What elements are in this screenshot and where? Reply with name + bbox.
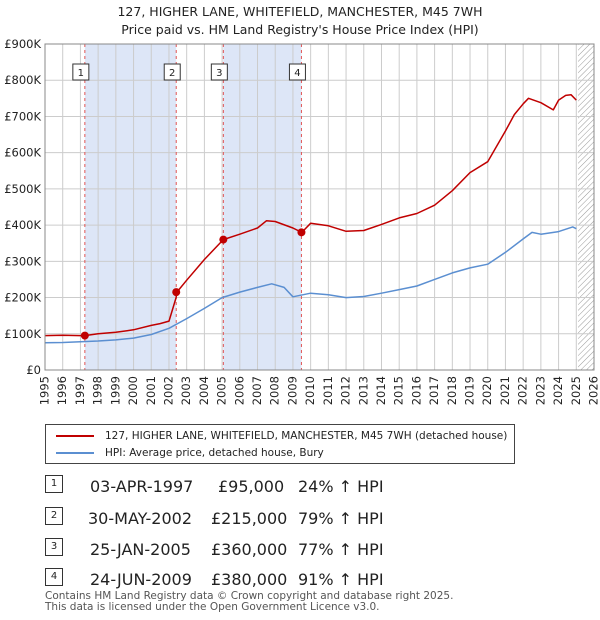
x-tick-label: 2025 — [569, 376, 583, 405]
chart-title: 127, HIGHER LANE, WHITEFIELD, MANCHESTER… — [117, 4, 483, 19]
x-tick-label: 2020 — [480, 376, 494, 405]
table-row: 3 25-JAN-2005 £360,000 77% ↑ HPI — [45, 538, 445, 559]
x-tick-label: 2017 — [427, 376, 441, 405]
sale-point — [297, 228, 306, 237]
x-tick-label: 2001 — [144, 376, 158, 405]
x-tick-label: 1995 — [38, 376, 52, 405]
x-tick-label: 2013 — [356, 376, 370, 405]
legend-label-property: 127, HIGHER LANE, WHITEFIELD, MANCHESTER… — [105, 430, 508, 442]
x-tick-label: 2000 — [126, 376, 140, 405]
shaded-period — [223, 44, 302, 370]
footer-copyright: Contains HM Land Registry data © Crown c… — [45, 590, 454, 602]
y-tick-label: £700K — [4, 109, 41, 123]
sale-date: 30-MAY-2002 — [88, 509, 193, 528]
x-tick-label: 2008 — [268, 376, 282, 405]
y-tick-label: £0 — [26, 363, 41, 377]
legend-item-hpi: HPI: Average price, detached house, Bury — [56, 445, 324, 461]
x-tick-label: 2009 — [285, 376, 299, 405]
legend-swatch-property — [56, 435, 94, 437]
y-tick-label: £600K — [4, 146, 41, 160]
x-tick-label: 1996 — [55, 376, 69, 405]
chart-subtitle: Price paid vs. HM Land Registry's House … — [121, 22, 479, 37]
x-tick-label: 2016 — [409, 376, 423, 405]
x-tick-label: 1998 — [91, 376, 105, 405]
legend: 127, HIGHER LANE, WHITEFIELD, MANCHESTER… — [45, 424, 515, 464]
series-line-property — [44, 93, 577, 337]
sale-price: £215,000 — [211, 509, 288, 528]
sale-label-box — [72, 63, 90, 81]
table-row: 2 30-MAY-2002 £215,000 79% ↑ HPI — [45, 507, 445, 528]
y-tick-label: £900K — [4, 37, 41, 51]
x-tick-label: 2006 — [232, 376, 246, 405]
x-tick-label: 2021 — [498, 376, 512, 405]
x-tick-label: 2007 — [250, 376, 264, 405]
sale-number-badge: 4 — [45, 568, 63, 586]
y-tick-label: £300K — [4, 254, 41, 268]
legend-label-hpi: HPI: Average price, detached house, Bury — [105, 447, 324, 459]
sale-price: £380,000 — [211, 570, 288, 589]
price-chart: £0 £100K £200K £300K £400K £500K £600K £700K £80… — [4, 37, 600, 405]
x-tick-label: 2015 — [392, 376, 406, 405]
sale-hpi-delta: 77% ↑ HPI — [298, 540, 384, 559]
x-tick-label: 2022 — [516, 376, 530, 405]
sale-label-box — [163, 63, 181, 81]
x-tick-label: 2010 — [303, 376, 317, 405]
series-line-hpi — [44, 226, 577, 344]
shaded-period — [84, 44, 177, 370]
sale-number-badge: 1 — [45, 475, 63, 493]
x-tick-label: 2005 — [215, 376, 229, 405]
y-tick-label: £400K — [4, 218, 41, 232]
y-tick-label: £200K — [4, 291, 41, 305]
x-tick-label: 2023 — [533, 376, 547, 405]
sale-price: £360,000 — [211, 540, 288, 559]
sale-hpi-delta: 91% ↑ HPI — [298, 570, 384, 589]
sale-label-box — [288, 63, 306, 81]
sale-hpi-delta: 79% ↑ HPI — [298, 509, 384, 528]
sale-label-box — [210, 63, 228, 81]
sale-date: 25-JAN-2005 — [90, 540, 191, 559]
x-tick-label: 2002 — [161, 376, 175, 405]
x-tick-label: 2004 — [197, 376, 211, 405]
x-tick-label: 2003 — [179, 376, 193, 405]
table-row: 4 24-JUN-2009 £380,000 91% ↑ HPI — [45, 568, 445, 589]
sale-point — [219, 235, 228, 244]
forecast-hatch — [578, 44, 594, 370]
y-tick-label: £800K — [4, 73, 41, 87]
x-tick-label: 2014 — [374, 376, 388, 405]
sale-label: 4 — [294, 68, 300, 79]
sale-date: 03-APR-1997 — [90, 477, 194, 496]
sale-hpi-delta: 24% ↑ HPI — [298, 477, 384, 496]
x-tick-label: 2026 — [587, 376, 600, 405]
x-tick-label: 2018 — [445, 376, 459, 405]
table-row: 1 03-APR-1997 £95,000 24% ↑ HPI — [45, 475, 445, 496]
x-tick-label: 2012 — [339, 376, 353, 405]
legend-item-property: 127, HIGHER LANE, WHITEFIELD, MANCHESTER… — [56, 428, 507, 444]
sale-date: 24-JUN-2009 — [90, 570, 192, 589]
sale-price: £95,000 — [218, 477, 285, 496]
y-tick-label: £500K — [4, 182, 41, 196]
x-tick-label: 1999 — [108, 376, 122, 405]
sale-number-badge: 2 — [45, 507, 63, 525]
sale-number-badge: 3 — [45, 538, 63, 556]
x-tick-label: 1997 — [73, 376, 87, 405]
sale-point — [80, 331, 89, 340]
sale-label: 2 — [169, 68, 175, 79]
y-tick-label: £100K — [4, 327, 41, 341]
sale-point — [172, 288, 181, 297]
legend-swatch-hpi — [56, 452, 94, 454]
plot-border — [44, 43, 595, 371]
x-tick-label: 2019 — [463, 376, 477, 405]
x-tick-label: 2024 — [551, 376, 565, 405]
sale-label: 1 — [78, 68, 84, 79]
x-tick-label: 2011 — [321, 376, 335, 405]
footer-license: This data is licensed under the Open Gov… — [45, 601, 380, 613]
sale-label: 3 — [216, 68, 222, 79]
